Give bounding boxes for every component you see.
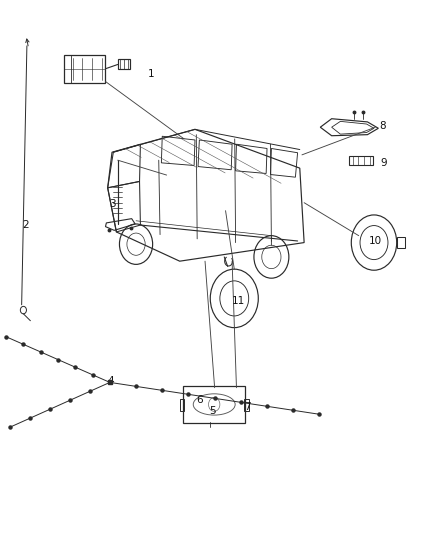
Text: 10: 10 <box>369 236 382 246</box>
Text: 3: 3 <box>109 199 115 209</box>
Text: 7: 7 <box>244 402 251 413</box>
Text: 8: 8 <box>379 120 386 131</box>
Text: 6: 6 <box>196 395 203 406</box>
Text: 9: 9 <box>381 158 387 168</box>
Text: 4: 4 <box>108 376 114 386</box>
Text: 5: 5 <box>209 406 216 416</box>
Text: 2: 2 <box>23 220 29 230</box>
Text: 11: 11 <box>232 296 245 306</box>
Text: 1: 1 <box>148 69 155 79</box>
